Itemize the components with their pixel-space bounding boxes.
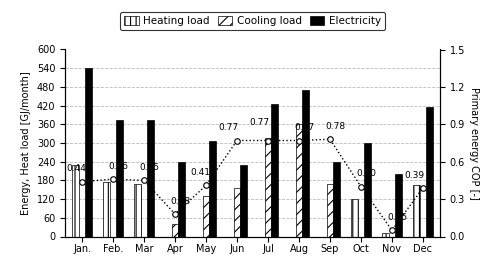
Bar bbox=[264, 138, 272, 236]
Bar bbox=[382, 233, 388, 236]
Text: 0.44: 0.44 bbox=[66, 164, 86, 173]
Bar bbox=[426, 107, 433, 236]
Bar bbox=[210, 141, 216, 236]
Bar bbox=[116, 120, 123, 236]
Bar bbox=[172, 224, 178, 236]
Text: 0.77: 0.77 bbox=[218, 123, 238, 132]
Bar bbox=[202, 196, 209, 236]
Legend: Heating load, Cooling load, Electricity: Heating load, Cooling load, Electricity bbox=[120, 12, 385, 30]
Bar bbox=[178, 162, 185, 236]
Bar bbox=[240, 165, 247, 236]
Y-axis label: Energy, Heat load [GJ/month]: Energy, Heat load [GJ/month] bbox=[21, 71, 31, 215]
Y-axis label: Primary energy COP [-]: Primary energy COP [-] bbox=[469, 87, 479, 199]
Text: 0.78: 0.78 bbox=[326, 122, 345, 131]
Text: 0.40: 0.40 bbox=[356, 169, 376, 178]
Bar bbox=[72, 165, 78, 236]
Bar bbox=[326, 183, 334, 236]
Bar bbox=[103, 182, 110, 236]
Bar bbox=[134, 183, 140, 236]
Text: 0.77: 0.77 bbox=[294, 123, 314, 132]
Bar bbox=[350, 199, 358, 236]
Text: 0.77: 0.77 bbox=[250, 118, 270, 127]
Text: 0.41: 0.41 bbox=[190, 168, 210, 177]
Text: 0.18: 0.18 bbox=[170, 197, 190, 206]
Text: 0.05: 0.05 bbox=[388, 213, 407, 222]
Bar bbox=[412, 185, 420, 236]
Bar bbox=[364, 143, 371, 236]
Bar bbox=[396, 174, 402, 236]
Text: 0.46: 0.46 bbox=[108, 162, 128, 171]
Bar bbox=[334, 162, 340, 236]
Bar bbox=[148, 120, 154, 236]
Bar bbox=[234, 188, 240, 236]
Bar bbox=[86, 68, 92, 236]
Bar bbox=[272, 104, 278, 236]
Bar bbox=[302, 90, 309, 236]
Text: 0.39: 0.39 bbox=[404, 170, 424, 180]
Text: 0.45: 0.45 bbox=[140, 163, 160, 172]
Bar bbox=[296, 124, 302, 236]
